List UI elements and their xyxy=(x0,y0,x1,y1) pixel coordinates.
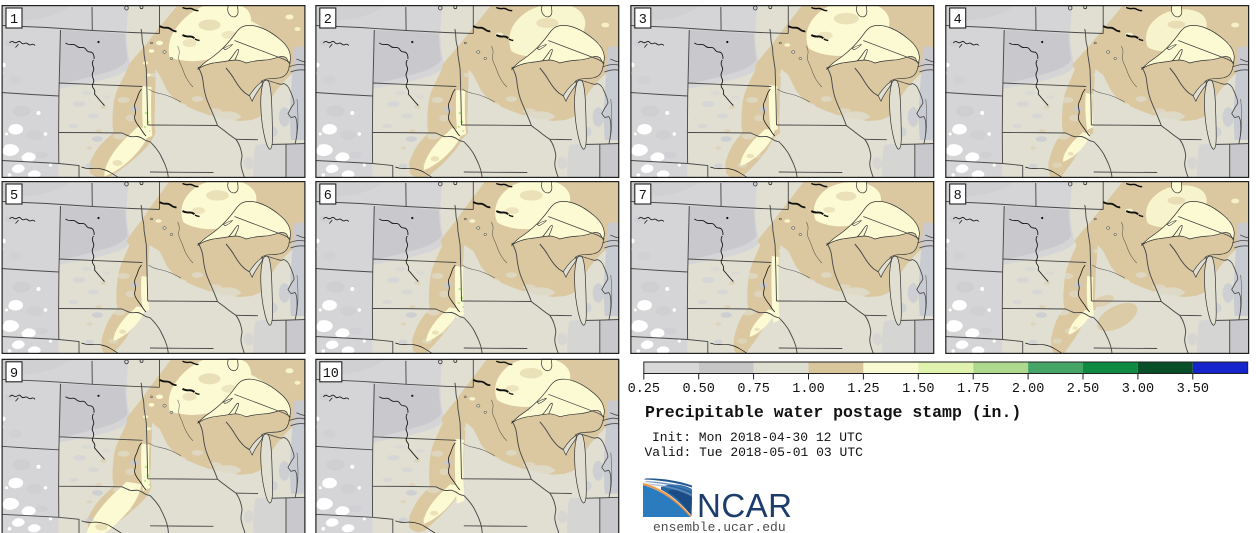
svg-text:9: 9 xyxy=(10,367,18,382)
svg-text:0.75: 0.75 xyxy=(737,382,769,397)
svg-text:6: 6 xyxy=(324,189,332,204)
svg-text:7: 7 xyxy=(639,189,647,204)
svg-text:NCAR: NCAR xyxy=(697,487,793,524)
svg-text:3.50: 3.50 xyxy=(1177,382,1209,397)
svg-text:3: 3 xyxy=(639,13,647,28)
svg-text:0.25: 0.25 xyxy=(628,382,660,397)
svg-text:4: 4 xyxy=(954,13,962,28)
svg-text:2.50: 2.50 xyxy=(1067,382,1099,397)
svg-text:5: 5 xyxy=(10,189,18,204)
svg-text:2: 2 xyxy=(324,13,332,28)
svg-text:Init: Mon 2018-04-30 12 UTC: Init: Mon 2018-04-30 12 UTC xyxy=(652,430,863,445)
svg-text:1: 1 xyxy=(10,13,18,28)
svg-text:Valid: Tue 2018-05-01 03 UTC: Valid: Tue 2018-05-01 03 UTC xyxy=(645,445,864,460)
svg-text:8: 8 xyxy=(954,189,962,204)
svg-text:3.00: 3.00 xyxy=(1122,382,1154,397)
svg-text:1.00: 1.00 xyxy=(792,382,824,397)
svg-text:ensemble.ucar.edu: ensemble.ucar.edu xyxy=(653,520,786,533)
svg-text:1.50: 1.50 xyxy=(902,382,934,397)
svg-text:0.50: 0.50 xyxy=(682,382,714,397)
svg-text:10: 10 xyxy=(323,367,339,382)
svg-text:1.25: 1.25 xyxy=(847,382,879,397)
svg-text:Precipitable water postage sta: Precipitable water postage stamp (in.) xyxy=(645,403,1021,422)
svg-text:1.75: 1.75 xyxy=(957,382,989,397)
svg-text:2.00: 2.00 xyxy=(1012,382,1044,397)
